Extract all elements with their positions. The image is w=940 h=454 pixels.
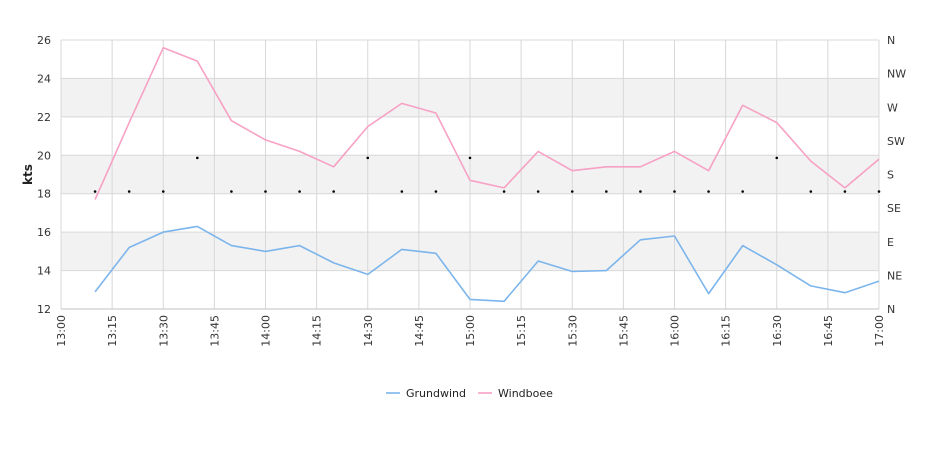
y-tick-label: 20 — [37, 149, 51, 162]
y-tick-label: 14 — [37, 265, 51, 278]
direction-marker — [434, 190, 438, 193]
direction-marker — [230, 190, 233, 193]
y-tick-label: 24 — [37, 72, 51, 85]
direction-marker — [877, 190, 881, 193]
x-tick-label: 13:15 — [106, 315, 119, 347]
x-tick-label: 14:30 — [362, 315, 375, 347]
x-tick-label: 16:30 — [771, 315, 784, 347]
y-tick-label: 26 — [37, 34, 51, 47]
series-line — [94, 46, 880, 200]
direction-marker — [468, 156, 472, 160]
direction-marker — [264, 190, 267, 193]
direction-marker — [196, 156, 199, 160]
x-tick-label: 13:45 — [208, 315, 221, 347]
direction-marker — [332, 190, 335, 193]
direction-tick-label: SW — [887, 135, 905, 148]
legend-label: Windboee — [498, 387, 553, 400]
direction-markers — [93, 156, 881, 193]
x-tick-label: 13:30 — [157, 315, 170, 347]
x-tick-label: 14:15 — [311, 315, 324, 347]
x-tick-label: 14:45 — [413, 315, 426, 347]
x-tick-label: 16:15 — [720, 315, 733, 347]
series-lines — [94, 46, 880, 303]
direction-marker — [127, 190, 131, 193]
direction-marker — [809, 190, 813, 193]
direction-marker — [707, 190, 710, 193]
x-tick-label: 16:00 — [669, 315, 682, 347]
direction-tick-label: SE — [887, 202, 901, 215]
series-line — [94, 225, 880, 303]
direction-marker — [502, 190, 506, 193]
direction-tick-label: N — [887, 34, 895, 47]
direction-marker — [366, 156, 370, 160]
y-tick-label: 12 — [37, 303, 51, 316]
direction-tick-label: N — [887, 303, 895, 316]
direction-marker — [843, 190, 847, 193]
legend-item[interactable]: Grundwind — [386, 387, 466, 400]
x-tick-label: 17:00 — [873, 315, 886, 347]
direction-marker — [400, 190, 404, 193]
x-tick-label: 15:30 — [566, 315, 579, 347]
legend: Grundwind Windboee — [386, 387, 553, 400]
direction-marker — [605, 190, 608, 193]
direction-tick-label: E — [887, 236, 894, 249]
direction-marker — [298, 190, 301, 193]
x-tick-label: 15:45 — [617, 315, 630, 347]
direction-marker — [639, 190, 642, 193]
vertical-gridlines — [60, 40, 880, 310]
direction-tick-label: NE — [887, 269, 902, 282]
x-tick-label: 13:00 — [55, 315, 68, 347]
y-tick-label: 22 — [37, 111, 51, 124]
x-axis-ticks: 13:00 13:15 13:30 13:45 14:00 14:15 14:30 14:45… — [55, 315, 886, 347]
legend-item[interactable]: Windboee — [478, 387, 553, 400]
direction-marker — [775, 156, 779, 160]
legend-label: Grundwind — [406, 387, 466, 400]
y-tick-label: 18 — [37, 188, 51, 201]
x-tick-label: 16:45 — [822, 315, 835, 347]
direction-marker — [673, 190, 676, 193]
direction-tick-label: NW — [887, 68, 906, 81]
x-tick-label: 14:00 — [260, 315, 273, 347]
direction-tick-label: W — [887, 101, 898, 114]
direction-marker — [93, 190, 97, 193]
y-tick-label: 16 — [37, 226, 51, 239]
direction-marker — [536, 190, 540, 193]
direction-tick-label: S — [887, 169, 894, 182]
y-axis-label: kts — [21, 164, 35, 185]
direction-marker — [570, 190, 574, 193]
x-tick-label: 15:00 — [464, 315, 477, 347]
direction-marker — [741, 190, 744, 193]
direction-marker — [161, 190, 165, 193]
y-axis-ticks: 12 14 16 18 20 22 24 26 — [37, 34, 51, 316]
x-tick-label: 15:15 — [515, 315, 528, 347]
direction-axis-ticks: N NE E SE S SW W NW N — [887, 34, 906, 316]
